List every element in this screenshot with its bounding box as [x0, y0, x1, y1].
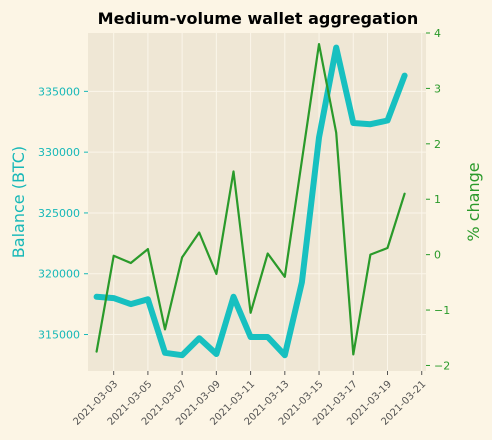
- y-left-tick-label: 315000: [38, 329, 80, 342]
- y-right-tick-label: −1: [434, 304, 450, 317]
- y-left-tick-label: 320000: [38, 268, 80, 281]
- chart-title: Medium-volume wallet aggregation: [98, 9, 419, 28]
- plot-background: [88, 33, 426, 371]
- y-left-tick-label: 325000: [38, 207, 80, 220]
- y-axis-right-label: % change: [464, 162, 483, 241]
- grid: [88, 33, 426, 371]
- balance-line: [93, 44, 408, 359]
- y-right-tick-label: −2: [434, 359, 450, 372]
- y-right-tick-label: 2: [434, 138, 441, 151]
- y-left-tick-label: 330000: [38, 146, 80, 159]
- percent-change-line: [95, 42, 406, 356]
- y-left-tick-label: 335000: [38, 85, 80, 98]
- y-right-tick-label: 0: [434, 249, 441, 262]
- y-right-tick-label: 3: [434, 82, 441, 95]
- y-axis-left-label: Balance (BTC): [9, 146, 28, 258]
- series-layer: [93, 42, 408, 359]
- y-right-tick-label: 1: [434, 193, 441, 206]
- y-right-tick-label: 4: [434, 27, 441, 40]
